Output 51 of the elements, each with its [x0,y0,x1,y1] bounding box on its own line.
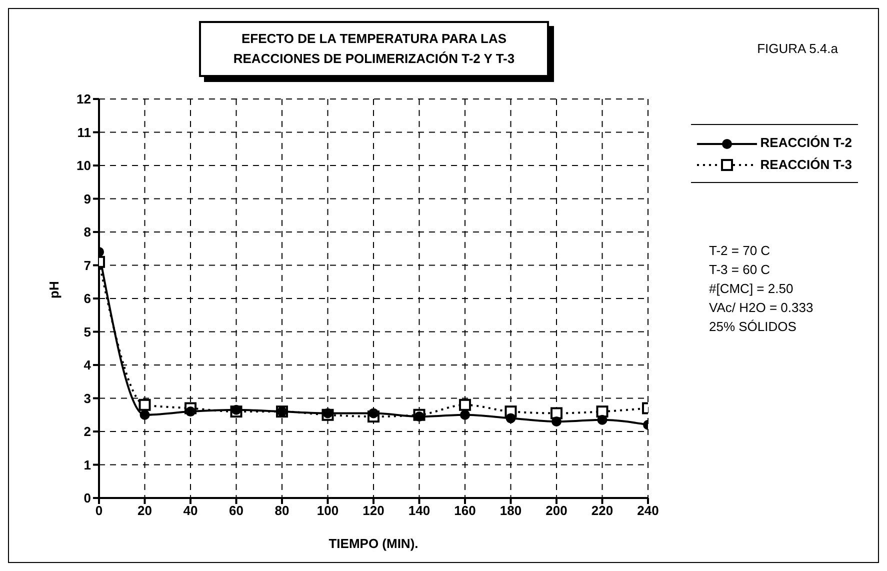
y-tick-label: 3 [84,390,91,406]
x-tick-label: 20 [138,503,152,518]
text: T-3 = 60 C [709,261,772,279]
point [597,414,608,425]
y-tick-label: 9 [84,191,91,206]
point [140,410,150,420]
x-tick-label: 120 [362,503,384,518]
x-tick-label: 100 [316,503,339,518]
y-tick-label: 7 [84,258,91,273]
legend-label: REACCIÓN T-3 [760,156,852,172]
y-tick-label: 2 [84,424,91,440]
point [550,407,562,420]
text: 25% SÓLIDOS [709,318,798,336]
x-tick-label: 180 [500,503,522,518]
point [368,408,378,418]
x-tick-label: 220 [591,503,614,518]
y-tick-label: 8 [84,224,91,240]
point [459,398,471,411]
y-tick-label: 10 [76,158,91,174]
text: VAc/ H2O = 0.333 [709,299,814,317]
text: FIGURA 5.4.a [757,41,838,56]
y-tick-label: 11 [77,124,91,140]
point [138,398,151,411]
x-tick-label: 140 [408,503,430,518]
x-axis-title: TIEMPO (MIN). [328,536,418,551]
x-tick-label: 200 [546,503,568,518]
point [414,412,424,422]
point [231,404,242,415]
text: T-2 = 70 C [709,242,772,260]
y-tick-label: 4 [84,358,92,373]
x-tick-label: 0 [95,503,103,518]
point [596,406,608,418]
legend-label: REACCIÓN T-2 [760,135,852,150]
y-tick-label: 6 [84,291,91,306]
point [506,413,516,424]
x-tick-label: 80 [274,503,290,518]
x-tick-label: 240 [637,503,659,518]
x-tick-label: 160 [454,503,476,518]
y-tick-label: 1 [84,457,91,472]
chart-title: EFECTO DE LA TEMPERATURA PARA LAS REACCIONES DE POLIMERIZACIÓN T-2 Y T-3 [199,21,549,77]
point [186,406,196,417]
x-tick-label: 60 [229,503,244,518]
point [552,416,562,427]
y-tick-label: 12 [76,92,91,107]
text: #[CMC] = 2.50 [709,280,794,298]
x-tick-label: 40 [183,503,198,518]
y-tick-label: 0 [84,490,91,506]
y-tick-label: 5 [84,324,91,340]
point [460,410,470,420]
y-axis-title: pH [46,281,62,298]
point [322,408,333,418]
